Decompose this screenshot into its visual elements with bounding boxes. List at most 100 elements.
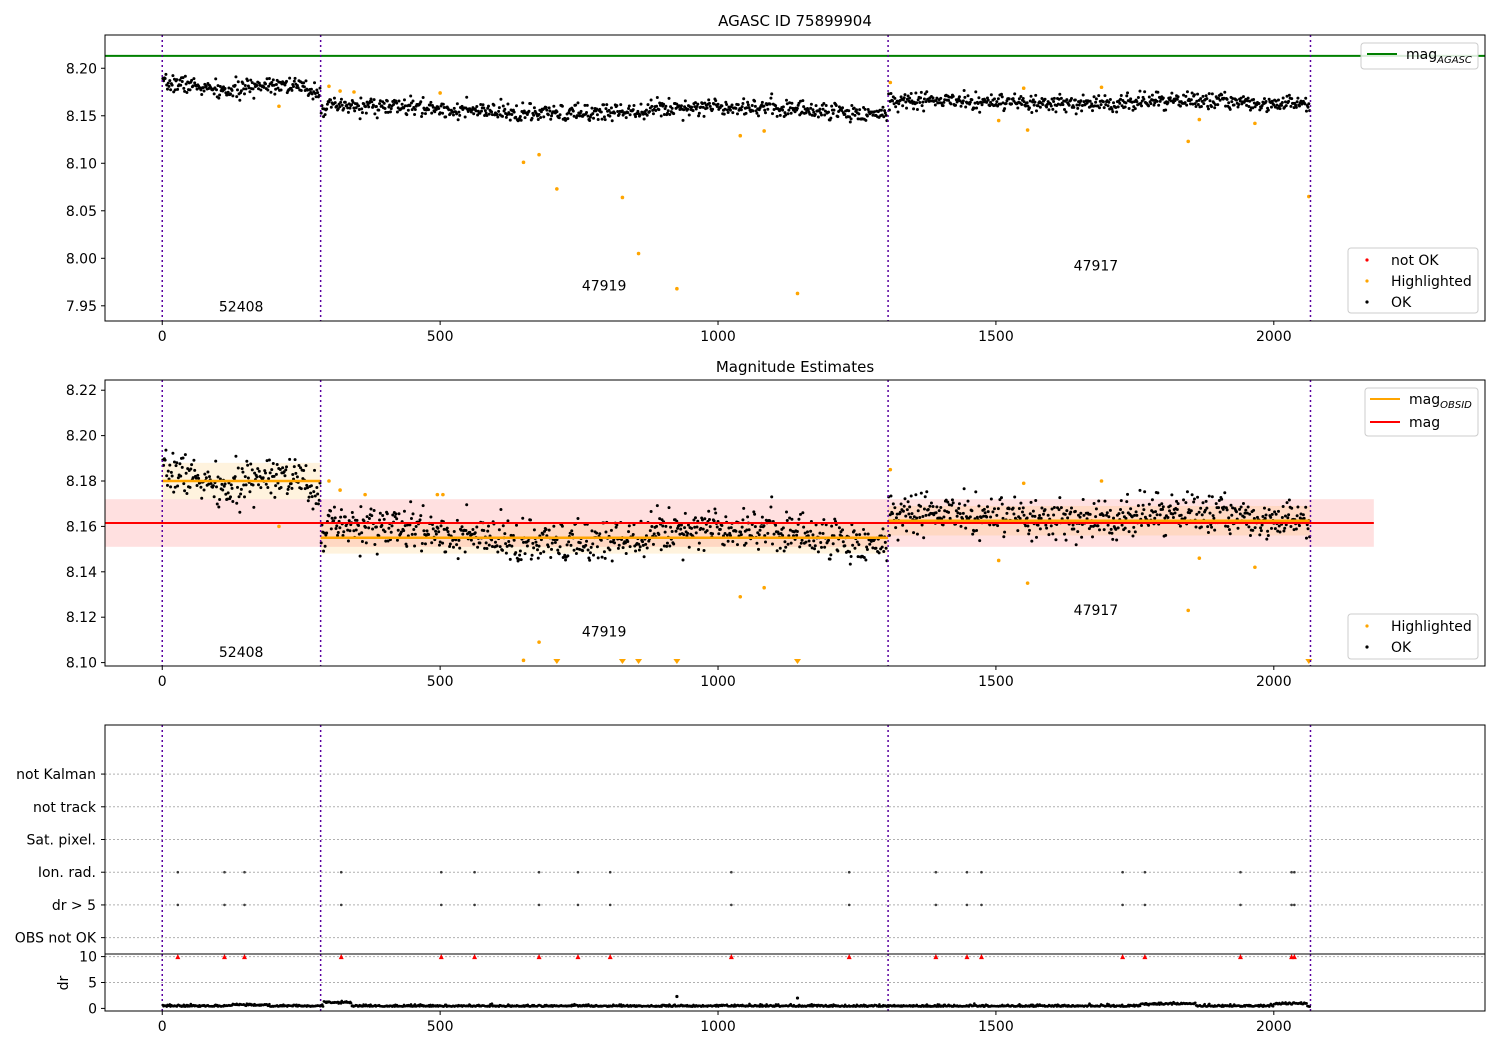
ok-point — [193, 468, 197, 472]
ok-point — [734, 529, 738, 533]
ok-point — [1231, 506, 1235, 510]
ok-point — [348, 529, 352, 533]
ok-point — [1157, 503, 1161, 507]
ok-point — [315, 485, 319, 489]
ok-point — [463, 550, 467, 554]
ok-point — [921, 100, 925, 104]
ok-point — [1097, 499, 1101, 503]
ok-point — [914, 493, 918, 497]
ok-point — [529, 518, 533, 522]
ok-point — [319, 111, 323, 115]
ok-point — [405, 113, 409, 117]
highlighted-point — [675, 286, 679, 291]
panel1-legend-lower: not OK Highlighted OK — [1347, 247, 1479, 314]
ok-point — [642, 555, 646, 559]
ok-point — [1201, 501, 1205, 505]
ok-point — [1287, 93, 1291, 97]
ok-point — [827, 538, 831, 542]
ok-point — [1200, 99, 1204, 103]
ok-point — [1093, 104, 1097, 108]
ok-point — [1269, 526, 1273, 530]
ok-point — [191, 476, 195, 480]
ok-point — [343, 515, 347, 519]
ok-point — [808, 112, 812, 116]
ok-point — [1227, 516, 1231, 520]
ok-point — [261, 476, 265, 480]
ok-point — [1151, 98, 1155, 102]
ok-point — [650, 525, 654, 529]
ok-point — [1156, 491, 1160, 495]
ok-point — [478, 111, 482, 115]
panel1-x-ticks: 0 500 1000 1500 2000 — [158, 321, 1292, 345]
ok-point — [1285, 94, 1289, 98]
dr-clipped-marker — [242, 954, 248, 960]
ok-point — [295, 84, 299, 88]
ok-point — [553, 540, 557, 544]
ok-point — [1199, 97, 1203, 101]
ok-point — [357, 104, 361, 108]
ok-point — [377, 108, 381, 112]
ok-point — [166, 469, 170, 473]
ok-point — [351, 100, 355, 104]
ok-point — [821, 531, 825, 535]
ok-point — [740, 105, 744, 109]
ok-point — [420, 111, 424, 115]
ok-point — [1052, 99, 1056, 103]
ok-point — [1038, 105, 1042, 109]
ok-point — [731, 540, 735, 544]
ok-point — [1275, 103, 1279, 107]
ok-point — [231, 94, 235, 98]
panel2-frame — [104, 379, 1486, 667]
ok-point — [961, 99, 965, 103]
ok-point — [697, 547, 701, 551]
ok-point — [1034, 499, 1038, 503]
ok-point — [1236, 105, 1240, 109]
ok-point — [1056, 102, 1060, 106]
ok-point — [535, 543, 539, 547]
ok-point — [438, 111, 442, 115]
ok-point — [274, 472, 278, 476]
ok-point — [1178, 524, 1182, 528]
ok-point — [712, 102, 716, 106]
ok-point — [985, 505, 989, 509]
ok-point — [1031, 514, 1035, 518]
ok-point — [1171, 516, 1175, 520]
ok-point — [1058, 496, 1062, 500]
ok-point — [1282, 529, 1286, 533]
highlighted-point — [277, 104, 281, 109]
ok-point — [742, 97, 746, 101]
ok-point — [974, 90, 978, 94]
ok-point — [360, 107, 364, 111]
ok-point — [285, 465, 289, 469]
ok-point — [313, 468, 317, 472]
ok-point — [228, 92, 232, 96]
ok-point — [1081, 498, 1085, 502]
ok-point — [1184, 94, 1188, 98]
ok-point — [485, 546, 489, 550]
ok-point — [1304, 96, 1308, 100]
legend-label: not OK — [1391, 253, 1439, 269]
ok-point — [691, 109, 695, 113]
ok-point — [1161, 507, 1165, 511]
ok-point — [708, 104, 712, 108]
ok-point — [1170, 493, 1174, 497]
ok-point — [940, 101, 944, 105]
ok-point — [687, 545, 691, 549]
ok-point — [299, 466, 303, 470]
ok-point — [797, 101, 801, 105]
ok-point — [1182, 498, 1186, 502]
ok-point — [855, 533, 859, 537]
ok-point — [257, 483, 261, 487]
ok-point — [665, 541, 669, 545]
ok-point — [230, 486, 234, 490]
ok-point — [505, 544, 509, 548]
ok-point — [285, 492, 289, 496]
ok-point — [413, 544, 417, 548]
ok-point — [730, 103, 734, 107]
ok-point — [686, 531, 690, 535]
ok-point — [1307, 102, 1311, 106]
flag-label-sat-pixel: Sat. pixel. — [27, 833, 96, 849]
ok-point — [439, 524, 443, 528]
ok-point — [406, 108, 410, 112]
ok-point — [358, 117, 362, 121]
